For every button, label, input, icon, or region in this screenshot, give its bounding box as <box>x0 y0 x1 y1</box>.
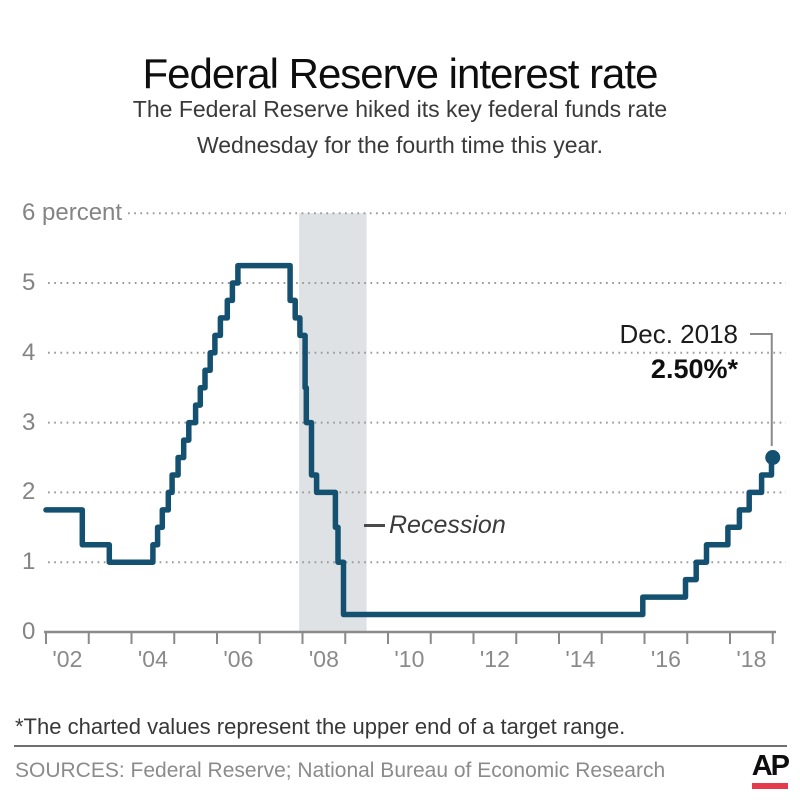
x-axis-label: '10 <box>394 646 425 672</box>
recession-callout-dash <box>364 524 385 527</box>
endpoint-annotation: Dec. 2018 2.50%* <box>619 317 738 387</box>
endpoint-dot <box>765 450 781 465</box>
chart-subtitle: The Federal Reserve hiked its key federa… <box>0 91 800 163</box>
y-axis-label: 0 <box>22 618 36 645</box>
footer-divider <box>14 745 787 747</box>
ap-logo-text: AP <box>751 750 790 782</box>
ap-logo: AP <box>751 750 790 789</box>
x-axis-label: '16 <box>650 646 681 672</box>
recession-label: Recession <box>389 511 506 539</box>
x-axis-label: '14 <box>565 646 596 672</box>
annotation-callout-line <box>750 333 773 446</box>
subtitle-line-2: Wednesday for the fourth time this year. <box>196 132 604 158</box>
rate-step-line <box>43 262 776 618</box>
y-axis-label: 5 <box>22 269 36 296</box>
x-axis-label: '08 <box>308 646 339 672</box>
chart-footnote: *The charted values represent the upper … <box>15 714 626 739</box>
subtitle-line-1: The Federal Reserve hiked its key federa… <box>132 96 668 122</box>
annotation-value: 2.50%* <box>650 354 738 384</box>
x-axis-label: '02 <box>52 646 83 672</box>
x-axis-label: '12 <box>479 646 510 672</box>
x-axis-label: '06 <box>223 646 254 672</box>
ap-logo-red-bar <box>751 783 788 789</box>
x-axis-label: '04 <box>137 646 168 672</box>
page-title: Federal Reserve interest rate <box>142 50 659 98</box>
y-axis-label: 1 <box>22 548 36 576</box>
y-axis-label: 2 <box>22 478 36 506</box>
y-axis-label: 3 <box>22 408 36 436</box>
annotation-date: Dec. 2018 <box>619 319 738 349</box>
y-axis-label: 6 percent <box>22 199 123 227</box>
y-axis-label: 4 <box>22 338 36 366</box>
x-axis-label: '18 <box>736 646 767 672</box>
sources-line: SOURCES: Federal Reserve; National Burea… <box>15 759 666 782</box>
